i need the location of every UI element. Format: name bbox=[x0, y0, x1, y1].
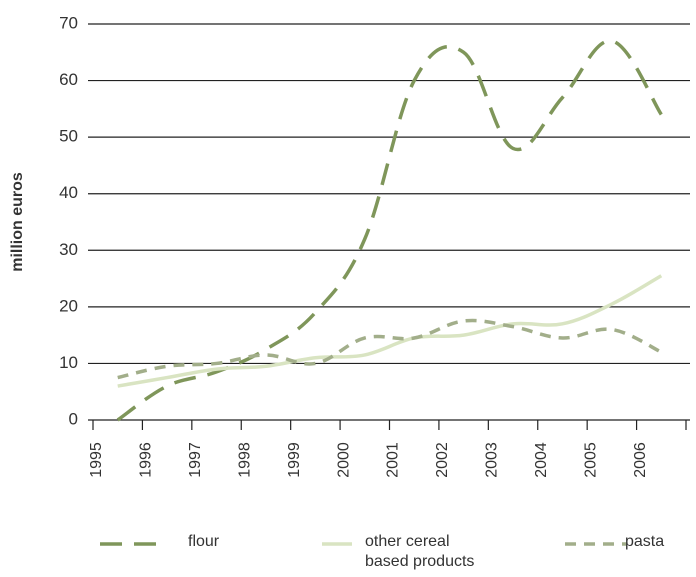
x-tick-label: 1999 bbox=[286, 442, 303, 478]
series-line bbox=[117, 318, 663, 380]
series-line bbox=[116, 39, 663, 422]
y-tick-label: 10 bbox=[59, 353, 78, 372]
x-tick-label: 2004 bbox=[533, 442, 550, 478]
y-tick-label: 30 bbox=[59, 240, 78, 259]
x-tick-label: 2001 bbox=[385, 442, 402, 478]
y-tick-label: 20 bbox=[59, 296, 78, 315]
y-tick-label: 70 bbox=[59, 13, 78, 32]
x-tick-label: 2006 bbox=[632, 442, 649, 478]
y-tick-label: 60 bbox=[59, 70, 78, 89]
series-line bbox=[117, 274, 663, 388]
x-tick-label: 1998 bbox=[236, 442, 253, 478]
y-axis-label: million euros bbox=[9, 172, 26, 272]
x-tick-label: 2003 bbox=[484, 442, 501, 478]
legend-label: other cereal based products bbox=[365, 533, 475, 570]
x-tick-label: 1997 bbox=[187, 442, 204, 478]
legend-label: flour bbox=[188, 533, 220, 550]
x-tick-label: 2005 bbox=[582, 442, 599, 478]
legend-label: pasta bbox=[625, 533, 665, 550]
y-tick-label: 40 bbox=[59, 183, 78, 202]
x-tick-label: 1995 bbox=[88, 442, 105, 478]
y-tick-label: 50 bbox=[59, 127, 78, 146]
x-tick-label: 1996 bbox=[138, 442, 155, 478]
x-tick-label: 2002 bbox=[434, 442, 451, 478]
x-tick-label: 2000 bbox=[335, 442, 352, 478]
y-tick-label: 0 bbox=[69, 409, 78, 428]
